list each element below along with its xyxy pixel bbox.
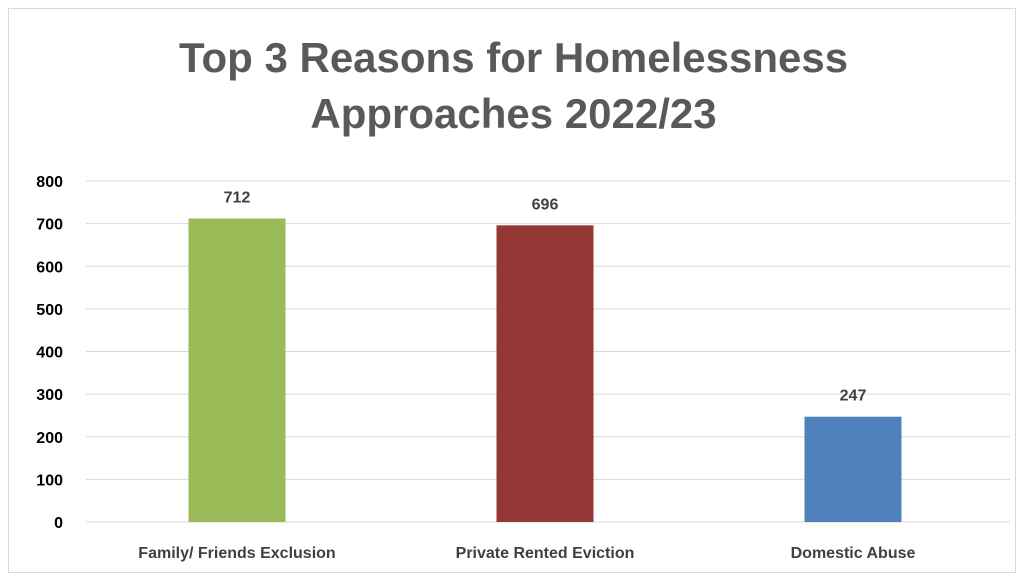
y-tick-label: 700	[36, 217, 63, 234]
chart-title: Top 3 Reasons for Homelessness Approache…	[0, 30, 1027, 142]
data-label: 696	[532, 196, 559, 213]
data-label: 712	[224, 190, 251, 207]
data-labels: 712 696 247	[224, 190, 867, 405]
y-axis-tick-labels: 0 100 200 300 400 500 600 700 800	[36, 174, 63, 532]
category-label: Family/ Friends Exclusion	[138, 545, 335, 562]
y-tick-label: 400	[36, 345, 63, 362]
chart-title-line-2: Approaches 2022/23	[310, 90, 717, 137]
y-tick-label: 200	[36, 430, 63, 447]
y-tick-label: 300	[36, 387, 63, 404]
chart-title-line-1: Top 3 Reasons for Homelessness	[178, 34, 849, 81]
x-axis-category-labels: Family/ Friends Exclusion Private Rented …	[138, 545, 915, 562]
y-tick-label: 0	[54, 515, 63, 532]
bars	[188, 218, 902, 522]
y-tick-label: 100	[36, 472, 63, 489]
bar	[188, 218, 286, 522]
y-tick-label: 600	[36, 259, 63, 276]
bar	[804, 416, 902, 522]
category-label: Domestic Abuse	[791, 545, 916, 562]
y-tick-label: 800	[36, 174, 63, 191]
bar	[496, 225, 594, 522]
y-tick-label: 500	[36, 302, 63, 319]
category-label: Private Rented Eviction	[456, 545, 635, 562]
data-label: 247	[840, 388, 867, 405]
